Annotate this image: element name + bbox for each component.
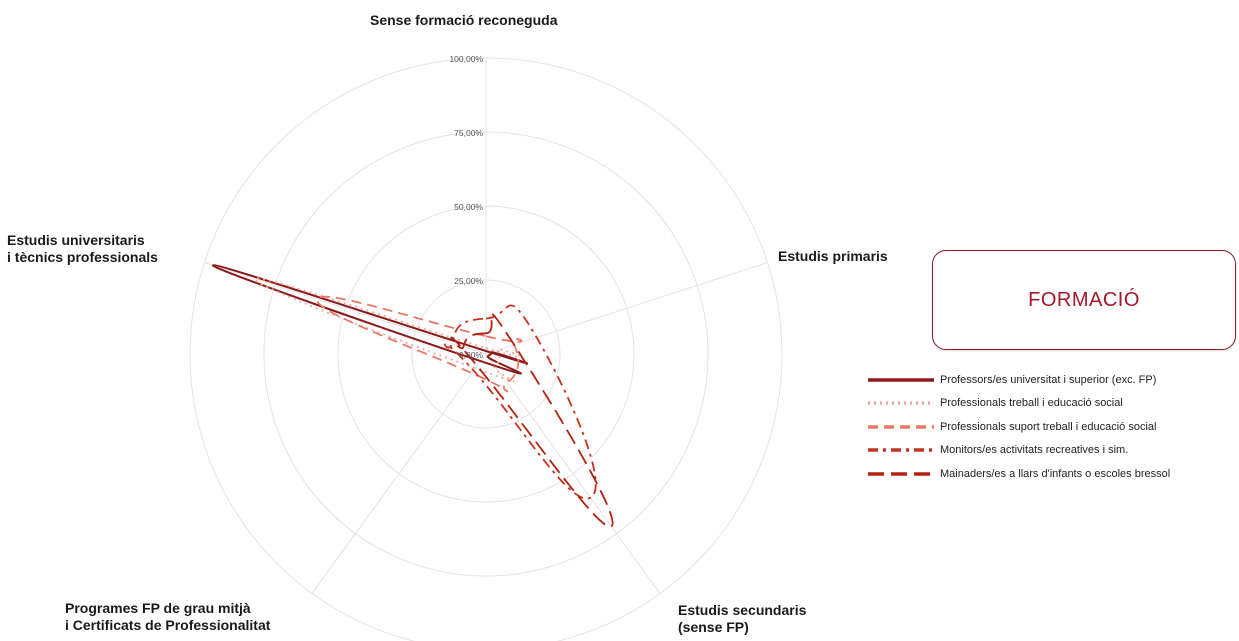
legend-item: Mainaders/es a llars d'infants o escoles… [866,462,1170,486]
chart-title: FORMACIÓ [1028,288,1140,311]
legend-swatch [868,401,934,405]
legend-label: Mainaders/es a llars d'infants o escoles… [940,467,1171,480]
axis-label-line: Programes FP de grau mitjà [65,600,251,616]
legend-swatch [868,472,934,476]
tick-label: 100,00% [449,54,483,64]
series-line [316,295,523,393]
axis-label-line: Estudis secundaris [678,602,807,618]
axis-label-fp: Programes FP de grau mitjà i Certificats … [65,600,270,634]
axis-label-line: Estudis primaris [778,248,888,264]
chart-title-box: FORMACIÓ [932,250,1236,350]
radar-series [211,264,614,528]
legend-swatch [868,425,934,429]
radar-grid [189,57,783,641]
radar-ticks: 0,00% 25,00% 50,00% 75,00% 100,00% [449,54,483,360]
legend-label: Monitors/es activitats recreatives i sim… [940,444,1129,457]
tick-label: 75,00% [454,128,483,138]
legend-label: Professors/es universitat i superior (ex… [940,373,1157,386]
legend-label: Professionals suport treball i educació … [940,420,1157,433]
axis-label-line: i tècnics professionals [7,249,158,265]
axis-label-universitaris: Estudis universitaris i tècnics professio… [7,232,158,266]
series-line [450,312,614,528]
grid-spoke [311,353,487,594]
series-line [211,264,529,375]
tick-label: 25,00% [454,276,483,286]
legend-item: Professionals suport treball i educació … [866,415,1170,439]
legend-swatch [868,448,934,452]
grid-spoke [485,353,661,594]
grid-spoke [485,262,768,355]
legend-label: Professionals treball i educació social [940,397,1123,410]
axis-label-sense: Sense formació reconeguda [370,12,558,29]
series-line [254,277,524,383]
grid-spoke [204,262,487,355]
axis-label-line: Sense formació reconeguda [370,12,558,28]
axis-label-line: (sense FP) [678,619,749,635]
axis-label-primaris: Estudis primaris [778,248,888,265]
axis-label-secundaris: Estudis secundaris (sense FP) [678,602,806,636]
series-line [444,304,597,500]
tick-label: 0,00% [459,350,484,360]
legend-item: Professors/es universitat i superior (ex… [866,368,1170,392]
axis-label-line: Estudis universitaris [7,232,145,248]
tick-label: 50,00% [454,202,483,212]
legend-item: Professionals treball i educació social [866,392,1170,416]
legend: Professors/es universitat i superior (ex… [866,368,1170,486]
axis-label-line: i Certificats de Professionalitat [65,617,271,633]
legend-swatch [868,378,934,382]
legend-item: Monitors/es activitats recreatives i sim… [866,439,1170,463]
